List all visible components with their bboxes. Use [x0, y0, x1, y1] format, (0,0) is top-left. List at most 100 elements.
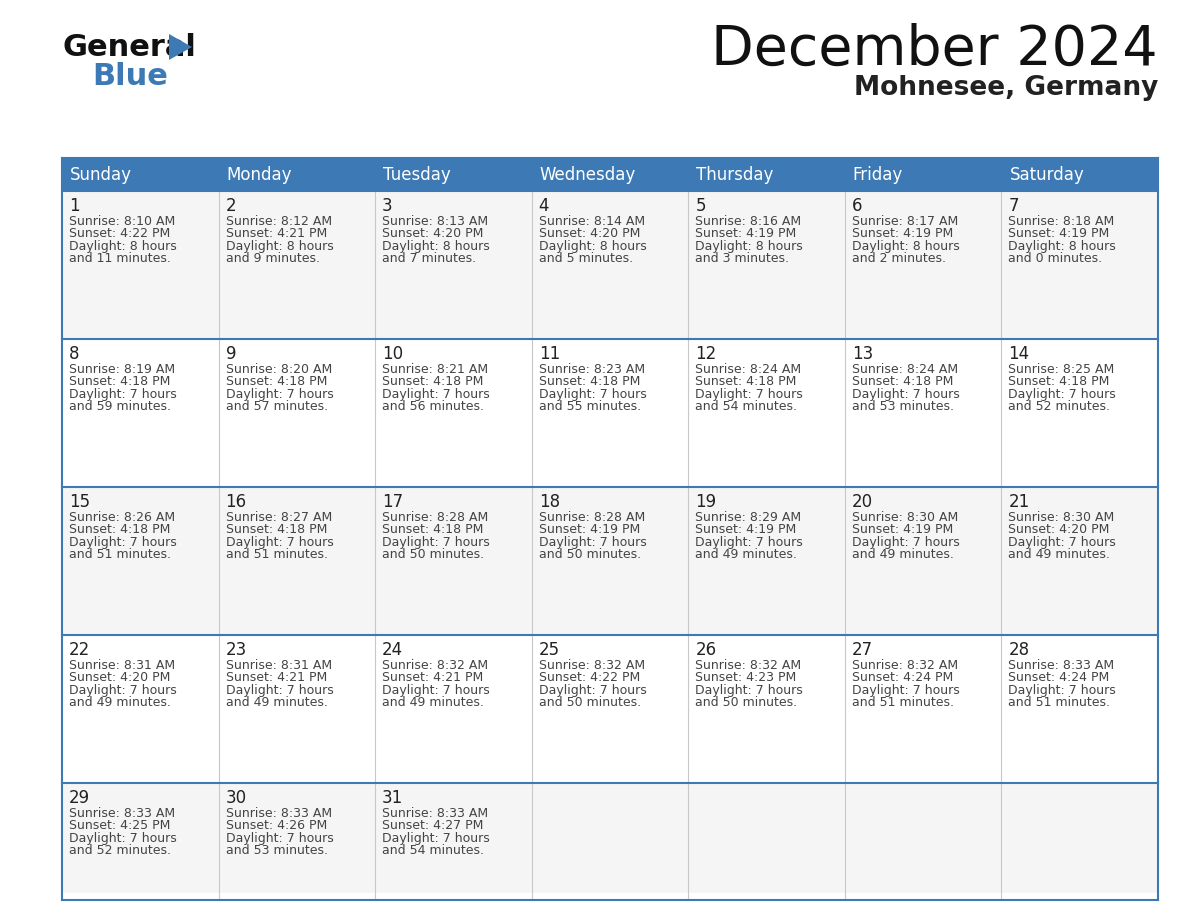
Text: Sunset: 4:18 PM: Sunset: 4:18 PM — [695, 375, 797, 388]
Text: Sunset: 4:24 PM: Sunset: 4:24 PM — [852, 671, 953, 685]
Text: and 50 minutes.: and 50 minutes. — [695, 696, 797, 710]
Bar — [1001, 339, 1158, 487]
Text: 9: 9 — [226, 345, 236, 363]
Text: December 2024: December 2024 — [712, 23, 1158, 77]
Bar — [1001, 783, 1158, 893]
Text: 18: 18 — [538, 493, 560, 511]
Polygon shape — [169, 34, 192, 60]
Text: and 49 minutes.: and 49 minutes. — [852, 548, 954, 561]
Text: 10: 10 — [383, 345, 403, 363]
Text: Sunset: 4:26 PM: Sunset: 4:26 PM — [226, 820, 327, 833]
Text: Sunset: 4:18 PM: Sunset: 4:18 PM — [226, 523, 327, 536]
Text: Blue: Blue — [91, 62, 168, 91]
Text: Sunset: 4:19 PM: Sunset: 4:19 PM — [538, 523, 640, 536]
Bar — [375, 158, 532, 191]
Text: 27: 27 — [852, 641, 873, 659]
Text: Sunrise: 8:17 AM: Sunrise: 8:17 AM — [852, 215, 958, 228]
Text: and 49 minutes.: and 49 minutes. — [69, 696, 171, 710]
Text: Sunset: 4:24 PM: Sunset: 4:24 PM — [1009, 671, 1110, 685]
Text: 13: 13 — [852, 345, 873, 363]
Text: Sunrise: 8:32 AM: Sunrise: 8:32 AM — [383, 659, 488, 672]
Text: Sunrise: 8:32 AM: Sunrise: 8:32 AM — [695, 659, 802, 672]
Text: Daylight: 8 hours: Daylight: 8 hours — [695, 240, 803, 252]
Text: Daylight: 7 hours: Daylight: 7 hours — [695, 684, 803, 697]
Bar — [845, 487, 1001, 635]
Bar — [532, 339, 688, 487]
Text: Sunset: 4:27 PM: Sunset: 4:27 PM — [383, 820, 484, 833]
Bar — [688, 635, 845, 783]
Text: Sunrise: 8:12 AM: Sunrise: 8:12 AM — [226, 215, 331, 228]
Text: 3: 3 — [383, 197, 393, 215]
Bar — [688, 783, 845, 893]
Text: 14: 14 — [1009, 345, 1030, 363]
Text: and 50 minutes.: and 50 minutes. — [383, 548, 485, 561]
Text: Sunrise: 8:20 AM: Sunrise: 8:20 AM — [226, 363, 331, 376]
Text: Sunrise: 8:14 AM: Sunrise: 8:14 AM — [538, 215, 645, 228]
Text: Sunset: 4:19 PM: Sunset: 4:19 PM — [852, 523, 953, 536]
Text: Tuesday: Tuesday — [384, 165, 451, 184]
Text: Thursday: Thursday — [696, 165, 773, 184]
Text: 5: 5 — [695, 197, 706, 215]
Text: Daylight: 7 hours: Daylight: 7 hours — [695, 536, 803, 549]
Text: 23: 23 — [226, 641, 247, 659]
Bar — [688, 487, 845, 635]
Text: Sunrise: 8:23 AM: Sunrise: 8:23 AM — [538, 363, 645, 376]
Text: Sunset: 4:22 PM: Sunset: 4:22 PM — [69, 228, 170, 241]
Text: Daylight: 8 hours: Daylight: 8 hours — [383, 240, 489, 252]
Text: Daylight: 8 hours: Daylight: 8 hours — [1009, 240, 1117, 252]
Text: Sunset: 4:21 PM: Sunset: 4:21 PM — [226, 228, 327, 241]
Text: Sunrise: 8:28 AM: Sunrise: 8:28 AM — [383, 511, 488, 524]
Bar — [532, 635, 688, 783]
Text: Sunset: 4:18 PM: Sunset: 4:18 PM — [383, 523, 484, 536]
Text: 4: 4 — [538, 197, 549, 215]
Text: Daylight: 7 hours: Daylight: 7 hours — [226, 536, 334, 549]
Text: Daylight: 7 hours: Daylight: 7 hours — [69, 684, 177, 697]
Text: Sunset: 4:19 PM: Sunset: 4:19 PM — [1009, 228, 1110, 241]
Bar — [62, 339, 219, 487]
Text: and 55 minutes.: and 55 minutes. — [538, 400, 640, 413]
Text: Saturday: Saturday — [1010, 165, 1085, 184]
Bar — [688, 339, 845, 487]
Bar — [1001, 158, 1158, 191]
Bar — [1001, 635, 1158, 783]
Text: and 57 minutes.: and 57 minutes. — [226, 400, 328, 413]
Text: Daylight: 7 hours: Daylight: 7 hours — [1009, 536, 1117, 549]
Text: Sunrise: 8:31 AM: Sunrise: 8:31 AM — [226, 659, 331, 672]
Text: 25: 25 — [538, 641, 560, 659]
Text: Sunset: 4:18 PM: Sunset: 4:18 PM — [852, 375, 953, 388]
Text: Mohnesee, Germany: Mohnesee, Germany — [854, 75, 1158, 101]
Text: Daylight: 7 hours: Daylight: 7 hours — [226, 832, 334, 845]
Text: Sunset: 4:23 PM: Sunset: 4:23 PM — [695, 671, 796, 685]
Text: Wednesday: Wednesday — [539, 165, 636, 184]
Text: 12: 12 — [695, 345, 716, 363]
Bar — [219, 635, 375, 783]
Text: and 53 minutes.: and 53 minutes. — [226, 845, 328, 857]
Text: Sunset: 4:20 PM: Sunset: 4:20 PM — [1009, 523, 1110, 536]
Text: Sunset: 4:20 PM: Sunset: 4:20 PM — [383, 228, 484, 241]
Text: Sunset: 4:18 PM: Sunset: 4:18 PM — [226, 375, 327, 388]
Text: Daylight: 7 hours: Daylight: 7 hours — [695, 387, 803, 401]
Text: Sunrise: 8:32 AM: Sunrise: 8:32 AM — [852, 659, 958, 672]
Text: 22: 22 — [69, 641, 90, 659]
Text: 24: 24 — [383, 641, 403, 659]
Text: Sunset: 4:18 PM: Sunset: 4:18 PM — [383, 375, 484, 388]
Text: Sunrise: 8:33 AM: Sunrise: 8:33 AM — [383, 807, 488, 820]
Bar — [375, 191, 532, 339]
Text: and 0 minutes.: and 0 minutes. — [1009, 252, 1102, 265]
Bar — [532, 783, 688, 893]
Text: and 11 minutes.: and 11 minutes. — [69, 252, 171, 265]
Text: and 52 minutes.: and 52 minutes. — [69, 845, 171, 857]
Text: and 9 minutes.: and 9 minutes. — [226, 252, 320, 265]
Text: 28: 28 — [1009, 641, 1030, 659]
Text: Daylight: 7 hours: Daylight: 7 hours — [538, 387, 646, 401]
Text: Daylight: 7 hours: Daylight: 7 hours — [852, 684, 960, 697]
Text: 15: 15 — [69, 493, 90, 511]
Bar — [688, 158, 845, 191]
Text: 31: 31 — [383, 789, 404, 807]
Text: 26: 26 — [695, 641, 716, 659]
Text: Sunset: 4:25 PM: Sunset: 4:25 PM — [69, 820, 170, 833]
Text: Sunset: 4:18 PM: Sunset: 4:18 PM — [1009, 375, 1110, 388]
Bar — [219, 487, 375, 635]
Text: Sunrise: 8:28 AM: Sunrise: 8:28 AM — [538, 511, 645, 524]
Text: Friday: Friday — [853, 165, 903, 184]
